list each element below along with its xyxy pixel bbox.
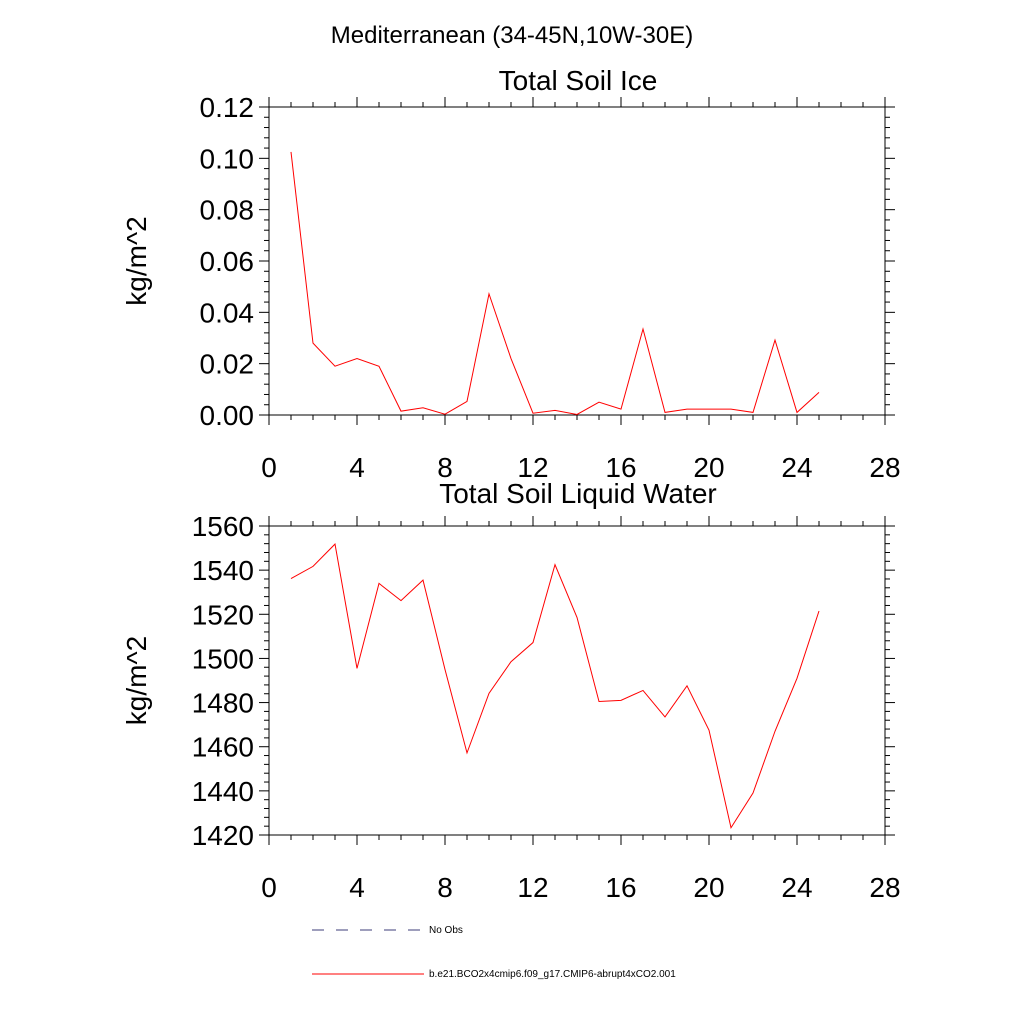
panel-title: Total Soil Ice: [499, 65, 658, 96]
y-tick-label: 0.10: [200, 143, 255, 174]
y-tick-label: 1440: [192, 776, 254, 807]
y-tick-label: 0.00: [200, 400, 255, 431]
x-tick-label: 0: [261, 872, 277, 903]
x-tick-label: 4: [349, 452, 365, 483]
y-tick-label: 1540: [192, 555, 254, 586]
series-line: [290, 151, 820, 416]
panel-total-soil-ice: Total Soil Ice 0.00 0.02 0.04 0.06 0.08 0.10 0…: [121, 65, 901, 483]
x-tick-label: 28: [869, 452, 900, 483]
plot-frame: [268, 525, 886, 836]
x-tick-label: 28: [869, 872, 900, 903]
y-tick-label: 0.02: [200, 349, 255, 380]
x-tick-label: 24: [781, 452, 812, 483]
legend: No Obs b.e21.BCO2x4cmip6.f09_g17.CMIP6-a…: [312, 925, 676, 980]
x-tick-label: 4: [349, 872, 365, 903]
figure-title: Mediterranean (34-45N,10W-30E): [331, 22, 693, 49]
x-tick-label: 16: [605, 872, 636, 903]
y-axis-label: kg/m^2: [121, 636, 152, 725]
panel-total-soil-liquid-water: Total Soil Liquid Water 1420 1440 1460 1480…: [121, 478, 901, 903]
y-tick-label: 0.12: [200, 92, 255, 123]
y-tick-label: 1420: [192, 820, 254, 851]
y-tick-label: 0.08: [200, 195, 255, 226]
y-axis-label: kg/m^2: [121, 216, 152, 305]
y-tick-label: 0.04: [200, 297, 255, 328]
x-tick-label: 12: [517, 452, 548, 483]
legend-label-model-run: b.e21.BCO2x4cmip6.f09_g17.CMIP6-abrupt4x…: [429, 969, 676, 980]
legend-label-no-obs: No Obs: [429, 925, 463, 936]
panel-title: Total Soil Liquid Water: [439, 478, 717, 509]
x-tick-label: 0: [261, 452, 277, 483]
x-tick-label: 8: [437, 872, 453, 903]
y-tick-label: 0.06: [200, 246, 255, 277]
x-tick-label: 12: [517, 872, 548, 903]
x-tick-label: 16: [605, 452, 636, 483]
y-tick-label: 1480: [192, 688, 254, 719]
x-tick-label: 8: [437, 452, 453, 483]
y-tick-label: 1500: [192, 643, 254, 674]
x-tick-label: 20: [693, 452, 724, 483]
series-line: [290, 543, 820, 830]
y-tick-label: 1520: [192, 599, 254, 630]
plot-frame: [268, 106, 886, 416]
y-tick-label: 1460: [192, 732, 254, 763]
y-tick-label: 1560: [192, 511, 254, 542]
x-tick-label: 24: [781, 872, 812, 903]
x-tick-label: 20: [693, 872, 724, 903]
